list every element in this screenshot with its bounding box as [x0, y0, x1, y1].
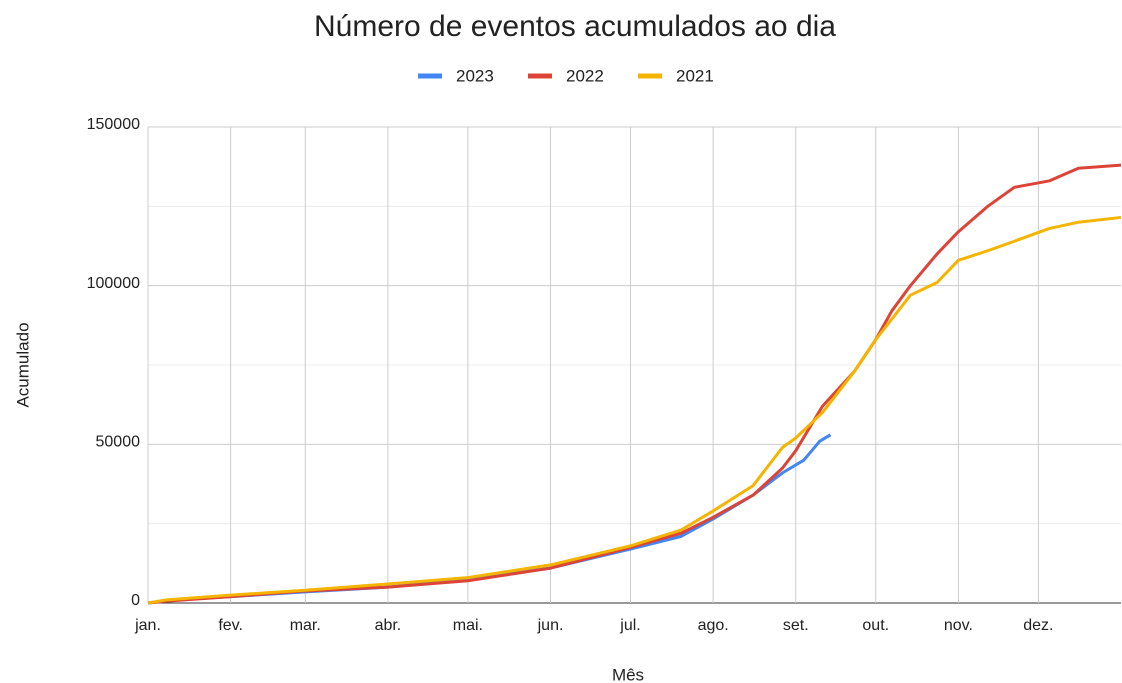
x-tick-label: mai. — [453, 617, 483, 634]
x-tick-label: mar. — [290, 617, 321, 634]
line — [147, 215, 1122, 605]
y-tick-label: 150000 — [87, 116, 140, 133]
chart-title: Número de eventos acumulados ao dia — [314, 10, 836, 43]
x-tick-label: set. — [783, 617, 809, 634]
x-tick-label: jun. — [537, 617, 564, 634]
x-tick-label: fev. — [218, 617, 243, 634]
legend-label: 2022 — [566, 66, 604, 85]
x-tick-label: jan. — [134, 617, 161, 634]
x-tick-label: jul. — [619, 617, 640, 634]
x-tick-label: dez. — [1023, 617, 1053, 634]
x-tick-label: nov. — [944, 617, 973, 634]
y-tick-label: 0 — [131, 592, 140, 609]
y-tick-label: 50000 — [96, 434, 141, 451]
y-tick-label: 100000 — [87, 275, 140, 292]
x-tick-label: ago. — [698, 617, 729, 634]
x-tick-label: abr. — [375, 617, 402, 634]
legend-label: 2021 — [676, 66, 714, 85]
y-axis-title: Acumulado — [13, 322, 32, 407]
x-axis-title: Mês — [612, 665, 644, 683]
x-tick-label: out. — [862, 617, 889, 634]
legend-label: 2023 — [456, 66, 494, 85]
line — [147, 163, 1122, 605]
